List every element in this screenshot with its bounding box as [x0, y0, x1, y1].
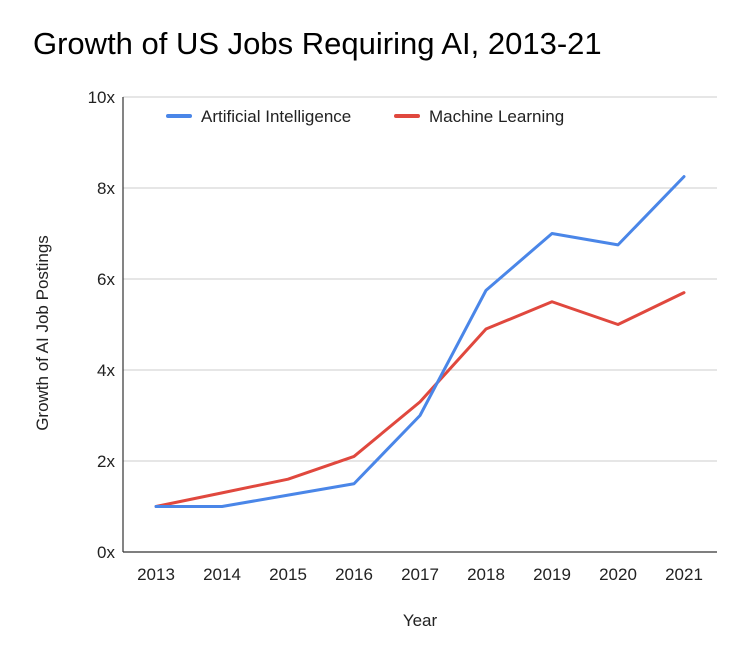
axes [122, 97, 717, 553]
y-tick-label: 6x [97, 270, 115, 289]
x-tick-label: 2013 [137, 565, 175, 584]
y-tick-label: 0x [97, 543, 115, 562]
chart-title: Growth of US Jobs Requiring AI, 2013-21 [33, 26, 602, 61]
x-tick-label: 2020 [599, 565, 637, 584]
legend-item: Machine Learning [394, 107, 564, 126]
x-tick-label: 2018 [467, 565, 505, 584]
x-axis-label: Year [403, 611, 438, 630]
x-tick-label: 2014 [203, 565, 241, 584]
legend: Artificial Intelligence Machine Learning [166, 107, 564, 126]
y-tick-label: 10x [88, 88, 116, 107]
legend-label: Machine Learning [429, 107, 564, 126]
series-line-machine-learning [154, 291, 686, 508]
series-lines [154, 175, 686, 508]
x-tick-label: 2017 [401, 565, 439, 584]
y-tick-label: 2x [97, 452, 115, 471]
x-tick-labels: 2013 2014 2015 2016 2017 2018 2019 2020 2021 [137, 565, 703, 584]
y-tick-labels: 0x 2x 4x 6x 8x 10x [88, 88, 116, 562]
y-axis-label: Growth of AI Job Postings [33, 235, 52, 431]
y-tick-label: 8x [97, 179, 115, 198]
legend-item: Artificial Intelligence [166, 107, 351, 126]
gridlines [123, 96, 717, 462]
legend-label: Artificial Intelligence [201, 107, 351, 126]
x-tick-label: 2019 [533, 565, 571, 584]
series-line-artificial-intelligence [154, 175, 686, 508]
x-tick-label: 2015 [269, 565, 307, 584]
x-tick-label: 2016 [335, 565, 373, 584]
x-tick-label: 2021 [665, 565, 703, 584]
y-tick-label: 4x [97, 361, 115, 380]
